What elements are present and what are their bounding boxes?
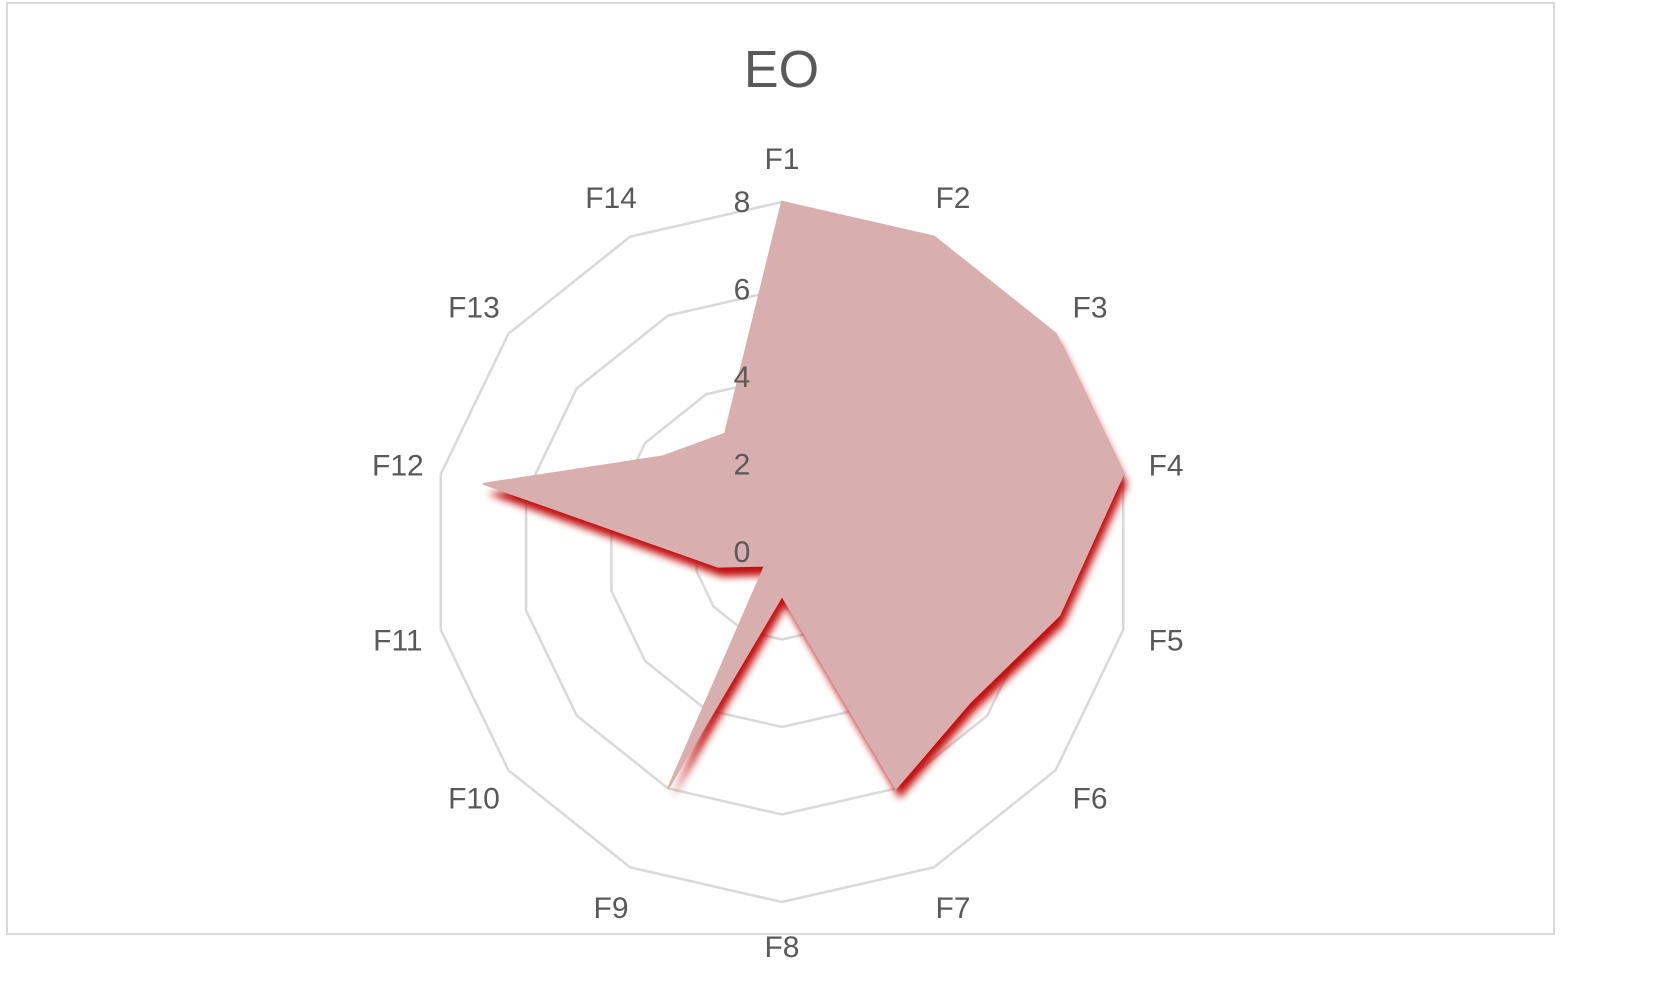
category-label-F11: F11 — [373, 625, 422, 658]
data-point-F13 — [661, 456, 663, 458]
category-label-F10: F10 — [448, 783, 500, 816]
data-point-F6 — [969, 701, 971, 703]
data-point-F1 — [781, 201, 783, 203]
category-label-F14: F14 — [585, 182, 637, 215]
category-label-F9: F9 — [594, 892, 629, 925]
data-point-F2 — [933, 236, 935, 238]
category-label-F12: F12 — [372, 449, 424, 482]
series-area — [483, 200, 1125, 791]
tick-label-2: 2 — [734, 449, 751, 482]
category-label-F13: F13 — [448, 291, 500, 324]
tick-label-6: 6 — [734, 274, 751, 307]
tick-label-4: 4 — [734, 361, 751, 394]
data-point-F14 — [724, 433, 726, 435]
category-label-F6: F6 — [1073, 783, 1108, 816]
category-label-F7: F7 — [935, 892, 970, 925]
category-label-F8: F8 — [764, 931, 799, 964]
category-label-F5: F5 — [1149, 625, 1184, 658]
tick-layer: 0 2 4 6 8 — [734, 186, 751, 569]
tick-label-0: 0 — [734, 536, 751, 569]
data-point-F12 — [482, 483, 484, 485]
category-label-F3: F3 — [1073, 291, 1108, 324]
data-point-F3 — [1055, 333, 1057, 335]
data-point-F5 — [1058, 614, 1060, 616]
data-point-F8 — [781, 595, 783, 597]
chart-title: EO — [743, 41, 820, 99]
data-point-F7 — [895, 788, 897, 790]
category-label-F2: F2 — [935, 182, 970, 215]
data-point-F10 — [764, 565, 766, 567]
tick-label-8: 8 — [734, 186, 751, 219]
category-label-F4: F4 — [1149, 449, 1184, 482]
data-point-F4 — [1122, 473, 1124, 475]
series-layer — [482, 200, 1128, 799]
data-point-F11 — [717, 566, 719, 568]
category-label-F1: F1 — [764, 143, 799, 176]
category-labels: F1 F2 F3 F4 F5 F6 F7 F8 F9 F10 F11 F12 F13 F14 — [372, 143, 1184, 964]
data-point-F9 — [667, 788, 669, 790]
